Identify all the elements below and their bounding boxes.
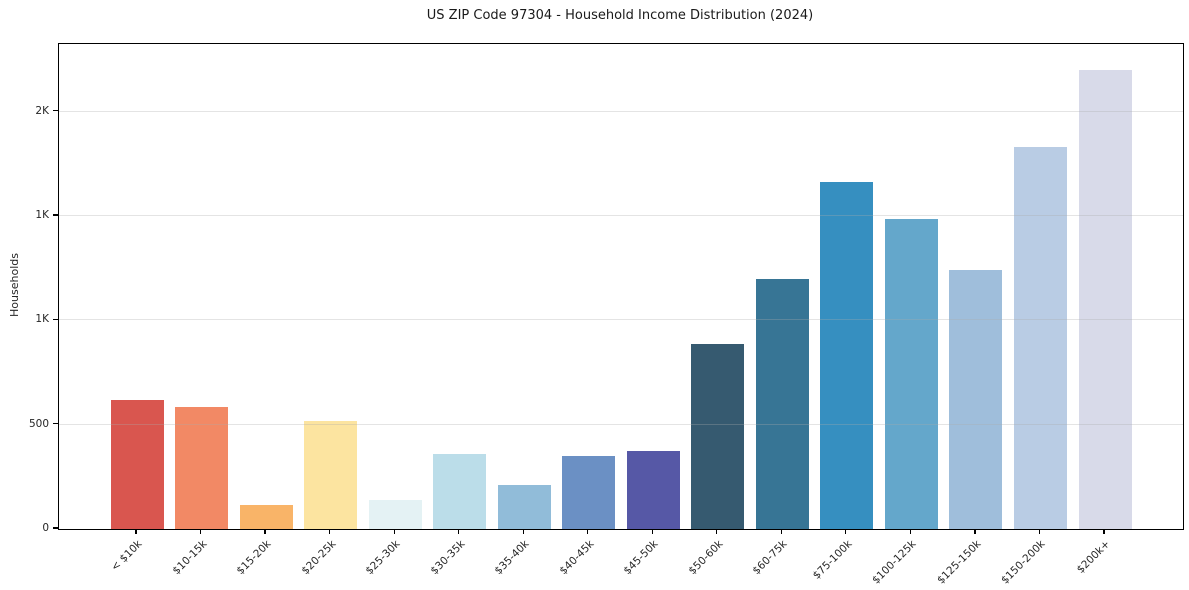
x-tick-mark — [651, 529, 653, 535]
x-tick-label: < $10k — [108, 538, 145, 574]
x-tick-mark — [522, 529, 524, 535]
y-tick-mark — [53, 110, 58, 112]
x-tick-mark — [458, 529, 460, 535]
y-tick-label: 1K — [35, 313, 49, 326]
y-tick-mark — [53, 527, 58, 529]
bar-$150-200k — [1013, 147, 1067, 529]
gridline-2000 — [59, 110, 1183, 112]
bar-$45-50k — [626, 450, 680, 529]
bar-$40-45k — [562, 456, 616, 529]
x-tick-mark — [716, 529, 718, 535]
x-tick-mark — [393, 529, 395, 535]
bar-$50-60k — [691, 344, 745, 529]
bar-$75-100k — [820, 181, 874, 529]
x-tick-mark — [135, 529, 137, 535]
bar-$10-15k — [175, 406, 229, 529]
bar-$25-30k — [368, 499, 422, 529]
y-axis-title-text: Households — [8, 253, 21, 317]
y-tick-mark — [53, 214, 58, 216]
y-tick-mark — [53, 318, 58, 320]
x-tick-mark — [587, 529, 589, 535]
bar-$100-125k — [884, 219, 938, 529]
bar-$35-40k — [497, 485, 551, 529]
y-tick-label: 1K — [35, 209, 49, 222]
bar-$60-75k — [755, 278, 809, 529]
bar-$20-25k — [304, 420, 358, 529]
gridline-1000 — [59, 319, 1183, 321]
chart-title: US ZIP Code 97304 - Household Income Dis… — [426, 8, 814, 23]
plot-area — [58, 43, 1184, 530]
x-tick-mark — [1038, 529, 1041, 535]
x-tick-mark — [780, 529, 782, 535]
x-tick-mark — [199, 529, 202, 535]
x-tick-mark — [1103, 529, 1105, 535]
x-tick-mark — [974, 529, 976, 535]
y-tick-label: 0 — [42, 522, 49, 534]
x-tick-mark — [329, 529, 331, 535]
x-tick-mark — [909, 529, 911, 535]
bar-< $10k — [110, 399, 164, 529]
bar-$15-20k — [239, 505, 293, 529]
bar-$200k+ — [1078, 70, 1132, 529]
y-tick-mark — [53, 423, 58, 425]
gridline-500 — [59, 423, 1183, 425]
x-tick-mark — [845, 529, 847, 535]
gridline-1500 — [59, 215, 1183, 217]
y-tick-label: 2K — [35, 104, 49, 117]
x-tick-mark — [264, 529, 266, 535]
y-tick-label: 500 — [28, 417, 49, 430]
bar-$125-150k — [949, 270, 1003, 529]
bar-$30-35k — [433, 453, 487, 529]
